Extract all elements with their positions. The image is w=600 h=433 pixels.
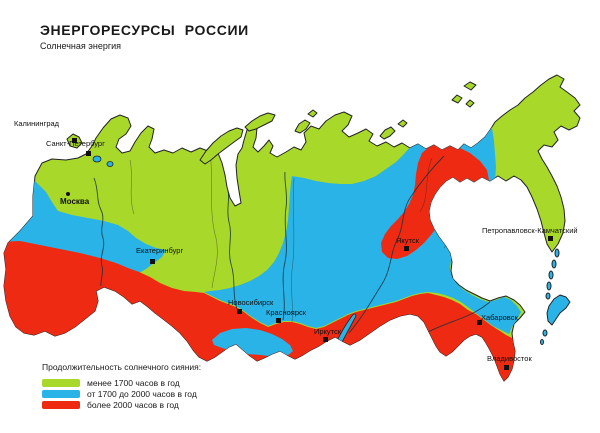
legend-swatch-red	[42, 401, 80, 409]
legend-label: менее 1700 часов в год	[87, 378, 180, 388]
river-yenisei	[282, 171, 287, 321]
lake-onega	[106, 161, 114, 167]
river-amur	[427, 301, 491, 333]
river-volga	[93, 177, 105, 287]
legend-swatch-blue	[42, 390, 80, 398]
lake-baikal	[335, 313, 357, 345]
island-new-siberian-1	[451, 94, 463, 104]
legend-label: от 1700 до 2000 часов в год	[87, 389, 197, 399]
river-ob	[227, 189, 238, 310]
legend-label: более 2000 часов в год	[87, 400, 179, 410]
island-new-siberian-2	[465, 99, 475, 108]
island-arctic-small-1	[307, 109, 318, 118]
island-arctic-small-3	[397, 119, 408, 128]
lake-ladoga	[92, 155, 102, 163]
island-sakhalin	[546, 294, 571, 326]
island-severnaya-zemlya	[294, 119, 311, 134]
page-subtitle: Солнечная энергия	[40, 41, 122, 51]
legend-heading: Продолжительность солнечного сияния:	[42, 362, 202, 372]
rivers	[93, 155, 491, 334]
legend-item-red: более 2000 часов в год	[42, 400, 201, 410]
legend-item-blue: от 1700 до 2000 часов в год	[42, 389, 201, 399]
legend-item-green: менее 1700 часов в год	[42, 378, 201, 388]
legend: Продолжительность солнечного сияния: мен…	[42, 362, 201, 411]
legend-swatch-green	[42, 379, 80, 387]
islands	[66, 81, 571, 345]
island-wrangel	[463, 81, 477, 91]
island-novaya-zemlya-south	[199, 127, 244, 165]
island-novaya-zemlya-north	[244, 112, 276, 132]
kuril-islands	[540, 248, 560, 345]
island-kaliningrad	[66, 133, 83, 149]
legend-rows: менее 1700 часов в год от 1700 до 2000 ча…	[42, 378, 201, 410]
page-title: ЭНЕРГОРЕСУРСЫ РОССИИ	[40, 22, 249, 38]
island-arctic-small-2	[379, 126, 396, 140]
river-lena	[348, 155, 445, 334]
title-block: ЭНЕРГОРЕСУРСЫ РОССИИ Солнечная энергия	[40, 22, 249, 51]
